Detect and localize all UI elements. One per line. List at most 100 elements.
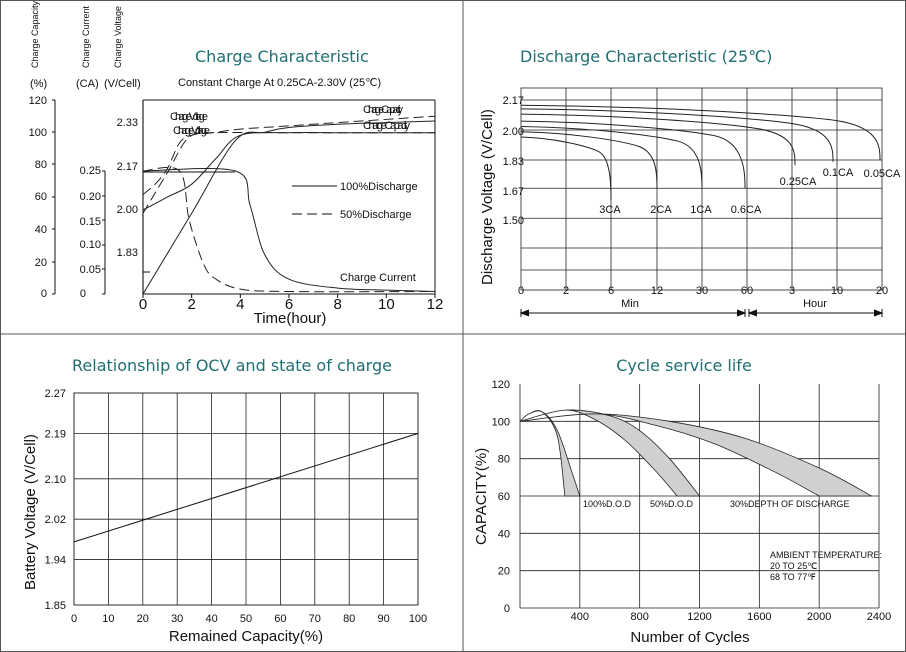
y-tick-label: 2.02 [45, 514, 66, 526]
x-tick-label: 50 [240, 613, 252, 625]
current-tick-0.15: 0.15 [80, 216, 101, 228]
x-ticks: 0 10 20 30 40 50 60 70 80 90 100 [71, 613, 427, 625]
y-axis-label: CAPACITY(%) [473, 448, 490, 545]
note-line-3: 68 TO 77℉ [770, 572, 816, 582]
legend: 100%Discharge 50%Discharge [292, 181, 418, 221]
x-tick-label: 30 [696, 285, 708, 297]
y-tick-1.83: 1.83 [503, 156, 524, 168]
cycle-bands: 100%D.O.D 50%D.O.D 30%DEPTH OF DISCHARGE [519, 409, 872, 509]
series-line [142, 166, 436, 293]
series-line [142, 120, 436, 295]
x-tick-label: 6 [608, 285, 614, 297]
y-tick-label: 100 [492, 416, 510, 428]
axis-ticks-voltage: 2.33 2.17 2.00 1.83 [117, 117, 138, 259]
voltage-tick-2.00: 2.00 [117, 204, 138, 216]
x-tick-label: 2 [187, 296, 195, 313]
annotation-charge-voltage-1: Charge Voltage [170, 111, 208, 123]
annotation-charge-current: Charge Current [340, 272, 416, 284]
voltage-tick-2.17: 2.17 [117, 161, 138, 173]
discharge-curve [520, 104, 881, 161]
annotation-charge-capacity-2: Charge Capacity [363, 120, 411, 132]
y-tick-label: 1.94 [45, 555, 66, 567]
curve-label: 3CA [599, 204, 621, 216]
grid [73, 392, 419, 606]
curve-label: 2CA [650, 204, 672, 216]
y-tick-label: 0 [504, 603, 510, 615]
band-label: 100%D.O.D [583, 499, 632, 509]
y-tick-label: 2.19 [45, 428, 66, 440]
capacity-tick-20: 20 [35, 257, 47, 269]
capacity-tick-120: 120 [29, 95, 47, 107]
x-tick-label: 2 [563, 285, 569, 297]
current-tick-0.25: 0.25 [80, 165, 101, 177]
current-tick-0.05: 0.05 [80, 264, 101, 276]
x-tick-label: 1600 [747, 611, 771, 623]
series-lines [142, 115, 436, 295]
chart-title: Discharge Characteristic (25℃) [520, 47, 772, 66]
y-tick-label: 2.27 [45, 388, 66, 400]
y-tick-label: 1.85 [45, 600, 66, 612]
unit-min: Min [621, 298, 639, 310]
axis-header-current: Charge Current [81, 5, 91, 68]
y-tick-1.67: 1.67 [503, 186, 524, 198]
x-axis-label: Remained Capacity(%) [169, 628, 323, 645]
x-tick-label: 0 [71, 613, 77, 625]
y-tick-label: 120 [492, 379, 510, 391]
chart-title: Cycle service life [616, 356, 752, 375]
y-tick-label: 40 [498, 528, 510, 540]
cycle-service-life-chart: Cycle service life CAPACITY(%) 120 100 80 6… [473, 356, 891, 646]
annotation-charge-voltage-2: Charge Voltage [173, 125, 210, 137]
plot-frame [520, 87, 883, 291]
x-tick-label: 70 [309, 613, 321, 625]
curve-label: 0.05CA [864, 168, 901, 180]
curve-label: 1CA [690, 204, 712, 216]
axis-ticks-current: 0.25 0.20 0.15 0.10 0.05 0 [80, 165, 101, 300]
curve-label: 0.6CA [731, 204, 762, 216]
chart-subtitle: Constant Charge At 0.25CA-2.30V (25℃) [178, 77, 381, 89]
x-tick-label: 3 [789, 285, 795, 297]
current-tick-0.10: 0.10 [80, 239, 101, 251]
discharge-curves: 3CA 2CA 1CA 0.6CA 0.25CA 0.1CA 0.05CA [520, 104, 901, 216]
discharge-curve [520, 120, 746, 189]
note-line-2: 20 TO 25℃ [770, 561, 817, 571]
band-label: 30%DEPTH OF DISCHARGE [730, 499, 850, 509]
unit-ranges [519, 309, 884, 317]
axis-unit-voltage: (V/Cell) [104, 78, 141, 90]
y-tick-1.50: 1.50 [503, 215, 524, 227]
x-tick-label: 6 [285, 296, 293, 313]
series-line [142, 132, 435, 195]
unit-hour: Hour [803, 298, 827, 310]
x-tick-label: 800 [630, 611, 648, 623]
current-axis-ticks [102, 170, 106, 295]
x-tick-label: 90 [377, 613, 389, 625]
x-tick-label: 1200 [687, 611, 711, 623]
y-ticks: 2.17 2.00 1.83 1.67 1.50 [503, 95, 524, 227]
current-tick-0: 0 [80, 288, 86, 300]
axis-header-capacity: Charge Capacity [30, 0, 40, 68]
x-tick-label: 8 [333, 296, 341, 313]
x-axis-label: Number of Cycles [630, 629, 749, 646]
y-axis-label: Discharge Voltage (V/Cell) [479, 109, 496, 285]
x-ticks: 0 2 6 12 30 60 3 10 20 [518, 285, 888, 297]
x-axis-label: Time(hour) [254, 310, 327, 327]
series-line [142, 167, 436, 292]
axis-ticks-capacity: 120 100 80 60 40 20 0 [29, 95, 47, 300]
legend-100-discharge: 100%Discharge [340, 181, 418, 193]
x-tick-label: 0 [518, 285, 524, 297]
x-tick-label: 2000 [807, 611, 831, 623]
x-tick-label: 30 [171, 613, 183, 625]
discharge-curve [520, 125, 703, 189]
x-tick-label: 20 [137, 613, 149, 625]
cycle-band [519, 410, 581, 497]
y-axis-label: Battery Voltage (V/Cell) [22, 434, 39, 590]
axis-unit-current: (CA) [76, 78, 99, 90]
y-ticks: 2.27 2.19 2.10 2.02 1.94 1.85 [45, 388, 66, 612]
voltage-tick-2.33: 2.33 [117, 117, 138, 129]
capacity-tick-40: 40 [35, 224, 47, 236]
series-line [142, 115, 436, 214]
x-tick-label: 0 [139, 296, 147, 313]
curve-label: 0.1CA [823, 167, 854, 179]
ocv-line [73, 432, 419, 543]
ocv-state-of-charge-chart: Relationship of OCV and state of charge … [22, 356, 427, 645]
x-tick-label: 100 [409, 613, 427, 625]
